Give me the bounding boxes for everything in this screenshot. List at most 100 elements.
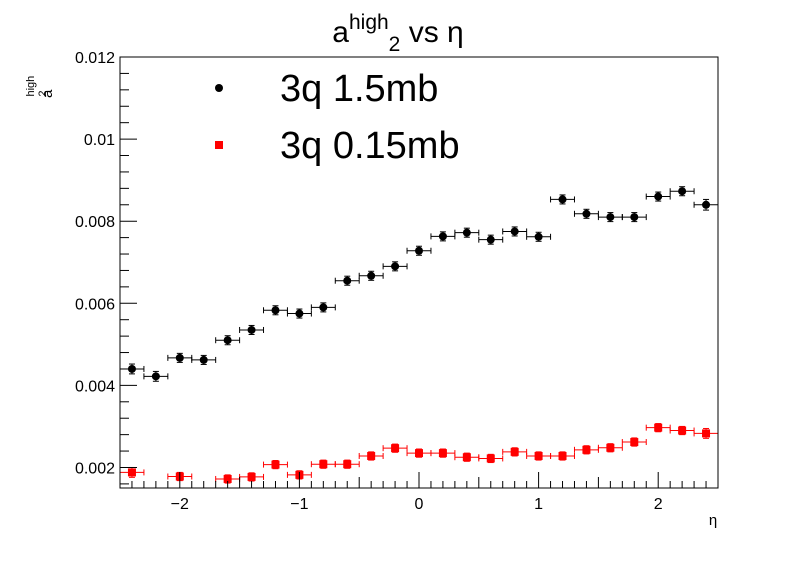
- chart-title: ahigh2 vs η: [332, 11, 463, 56]
- circle-marker: [127, 364, 136, 373]
- data-point: [334, 275, 360, 286]
- data-point: [645, 191, 671, 202]
- circle-marker: [702, 200, 711, 209]
- square-marker: [271, 460, 280, 469]
- square-marker: [702, 429, 711, 438]
- data-point: [478, 453, 504, 464]
- square-marker: [486, 454, 495, 463]
- data-point: [358, 451, 384, 461]
- chart-title-sub: 2: [389, 33, 401, 56]
- circle-marker: [510, 227, 519, 236]
- circle-marker: [199, 355, 208, 364]
- y-tick-label: 0.012: [75, 50, 115, 67]
- circle-marker: [486, 235, 495, 244]
- circle-marker: [391, 262, 400, 271]
- data-point: [621, 212, 647, 223]
- circle-marker: [247, 325, 256, 334]
- x-axis: −2 −1 0 1 2: [119, 472, 719, 513]
- circle-marker: [367, 271, 376, 280]
- square-marker: [510, 447, 519, 456]
- circle-marker: [415, 246, 423, 255]
- legend-marker: [215, 141, 223, 149]
- square-marker: [630, 438, 639, 447]
- square-marker: [343, 460, 352, 469]
- square-marker: [582, 445, 591, 454]
- data-point: [430, 231, 456, 242]
- circle-marker: [462, 228, 471, 237]
- y-tick-label: 0.004: [75, 378, 115, 395]
- y-tick-label: 0.01: [84, 132, 115, 149]
- plot-area: [119, 186, 719, 484]
- square-marker: [127, 468, 136, 477]
- circle-marker: [606, 213, 615, 222]
- data-point: [334, 459, 360, 469]
- x-tick-label: −1: [290, 496, 308, 513]
- data-point: [191, 354, 217, 365]
- y-axis-label-sup: high: [25, 76, 37, 97]
- data-point: [478, 234, 504, 245]
- data-point: [406, 245, 432, 256]
- x-axis-label: η: [709, 512, 717, 529]
- x-tick-label: −2: [171, 496, 189, 513]
- circle-marker: [295, 309, 304, 318]
- y-tick-label: 0.002: [75, 460, 115, 477]
- circle-marker: [630, 213, 639, 222]
- data-point: [502, 447, 528, 457]
- circle-marker: [654, 192, 663, 201]
- data-point: [502, 226, 528, 237]
- series-1: [119, 186, 719, 382]
- circle-marker: [343, 276, 352, 285]
- square-marker: [438, 449, 447, 458]
- circle-marker: [678, 187, 687, 196]
- square-marker: [415, 449, 423, 458]
- y-axis: 0.002 0.004 0.006 0.008 0.01 0.012: [75, 50, 137, 485]
- circle-marker: [223, 336, 232, 345]
- data-point: [382, 261, 408, 272]
- data-point: [358, 270, 384, 281]
- data-point: [215, 335, 241, 346]
- legend-item: 3q 0.15mb: [215, 125, 460, 167]
- legend-item: 3q 1.5mb: [215, 68, 438, 110]
- data-point: [573, 208, 599, 219]
- data-point: [263, 305, 288, 316]
- x-tick-label: 2: [654, 496, 663, 513]
- data-point: [143, 370, 169, 382]
- data-point: [526, 231, 552, 242]
- square-marker: [534, 451, 543, 460]
- series-2: [119, 423, 719, 484]
- chart-title-rest: vs η: [400, 16, 463, 49]
- y-tick-label: 0.006: [75, 296, 115, 313]
- square-marker: [678, 426, 687, 435]
- circle-marker: [319, 303, 328, 312]
- circle-marker: [582, 209, 591, 218]
- data-point: [286, 308, 312, 319]
- data-point: [550, 451, 575, 461]
- circle-marker: [175, 353, 184, 362]
- data-point: [669, 186, 695, 197]
- data-point: [550, 194, 575, 205]
- circle-marker: [151, 372, 160, 381]
- x-tick-label: 1: [534, 496, 543, 513]
- square-marker: [462, 453, 471, 462]
- circle-marker: [558, 195, 567, 204]
- square-marker: [558, 451, 567, 460]
- square-marker: [606, 443, 615, 452]
- data-point: [239, 324, 265, 335]
- chart-title-sup: high: [349, 11, 389, 34]
- data-point: [597, 212, 623, 223]
- square-marker: [319, 460, 328, 469]
- legend-marker: [215, 84, 223, 92]
- circle-marker: [534, 232, 543, 241]
- data-point: [454, 227, 480, 238]
- square-marker: [391, 444, 400, 453]
- data-point: [621, 437, 647, 447]
- square-marker: [367, 451, 376, 460]
- square-marker: [223, 474, 232, 483]
- circle-marker: [271, 306, 280, 315]
- y-axis-label-sub: 2: [37, 91, 49, 97]
- x-tick-label: 0: [415, 496, 424, 513]
- legend-label: 3q 1.5mb: [280, 68, 438, 110]
- data-point: [430, 448, 456, 458]
